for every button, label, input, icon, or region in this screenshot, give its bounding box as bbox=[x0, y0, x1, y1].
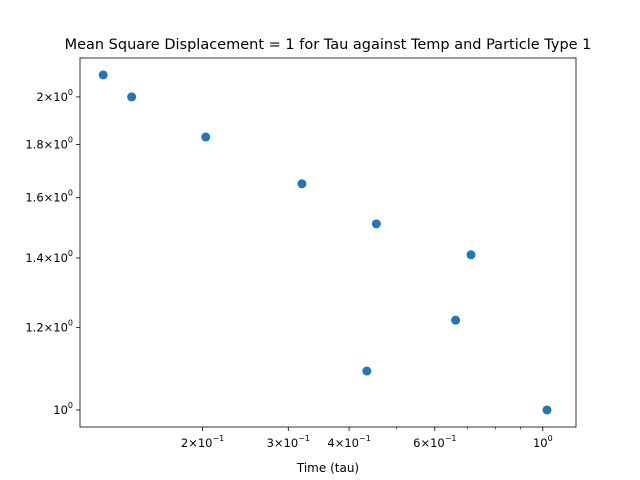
data-point bbox=[466, 250, 476, 260]
plot-area bbox=[79, 57, 577, 428]
y-tick-label: 1.2×100 bbox=[25, 319, 73, 335]
data-point bbox=[371, 219, 381, 229]
y-tick-label: 1.6×100 bbox=[25, 189, 73, 205]
data-points bbox=[98, 70, 552, 415]
x-tick-label: 100 bbox=[533, 434, 553, 450]
x-tick-label: 2×10−1 bbox=[181, 434, 224, 450]
y-tick-label: 100 bbox=[53, 401, 73, 417]
data-point bbox=[297, 179, 307, 189]
data-point bbox=[362, 366, 372, 376]
chart-title: Mean Square Displacement = 1 for Tau aga… bbox=[65, 37, 592, 53]
y-tick-label: 1.8×100 bbox=[25, 136, 73, 152]
y-tick-label: 1.4×100 bbox=[25, 249, 73, 265]
data-point bbox=[127, 92, 137, 102]
x-axis-label: Time (tau) bbox=[296, 461, 359, 475]
data-point bbox=[451, 315, 461, 325]
data-point bbox=[201, 132, 211, 142]
y-tick-label: 2×100 bbox=[36, 88, 73, 104]
x-tick-label: 6×10−1 bbox=[413, 434, 456, 450]
x-tick-label: 3×10−1 bbox=[267, 434, 310, 450]
x-tick-label: 4×10−1 bbox=[327, 434, 370, 450]
x-axis: 2×10−1 3×10−1 4×10−1 6×10−1 100 bbox=[181, 427, 553, 450]
data-point bbox=[542, 405, 552, 415]
data-point bbox=[98, 70, 108, 80]
y-axis: 100 1.2×100 1.4×100 1.6×100 1.8×100 2×100 bbox=[25, 88, 80, 417]
